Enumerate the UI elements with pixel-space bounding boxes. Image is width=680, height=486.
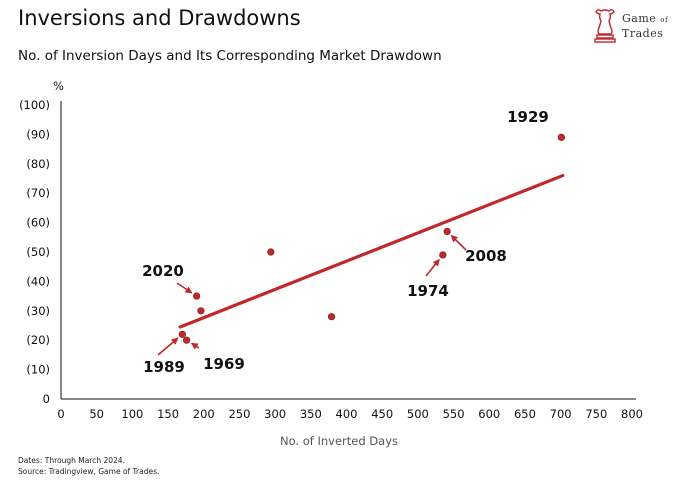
x-tick-label: 500 bbox=[407, 407, 429, 421]
data-point-1974 bbox=[439, 251, 447, 259]
logo-game: Game bbox=[622, 12, 657, 25]
y-tick-label: (50) bbox=[26, 245, 50, 259]
x-tick-label: 0 bbox=[57, 407, 64, 421]
x-tick-label: 300 bbox=[264, 407, 286, 421]
x-tick-label: 700 bbox=[550, 407, 572, 421]
y-tick-label: (40) bbox=[26, 274, 50, 288]
data-points bbox=[178, 133, 565, 344]
y-tick-label: 0 bbox=[43, 392, 50, 406]
y-tick-label: (10) bbox=[26, 363, 50, 377]
logo-trades: Trades bbox=[622, 27, 664, 40]
bull-chess-icon bbox=[594, 9, 616, 43]
x-tick-label: 650 bbox=[514, 407, 536, 421]
y-tick-label: (70) bbox=[26, 186, 50, 200]
data-point-1969 bbox=[183, 336, 191, 344]
data-point-1989 bbox=[178, 330, 186, 338]
annotation-1989: 1989 bbox=[143, 358, 185, 376]
y-tick-label: (60) bbox=[26, 216, 50, 230]
annotation-arrow-2008 bbox=[450, 234, 467, 251]
annotation-2008: 2008 bbox=[465, 247, 507, 265]
logo-text: Game of Trades bbox=[622, 12, 668, 41]
x-tick-label: 750 bbox=[585, 407, 607, 421]
point-annotations: 1989 1969 2020 1974 2008 1929 bbox=[142, 108, 549, 376]
tick-labels: 0 50 100 150 200 250 300 350 400 450 500 550 600 650 7… bbox=[19, 98, 643, 421]
x-tick-label: 50 bbox=[89, 407, 104, 421]
y-tick-label: (100) bbox=[19, 98, 50, 112]
annotation-1969: 1969 bbox=[203, 355, 245, 373]
logo: Game of Trades bbox=[592, 6, 676, 48]
trendline bbox=[178, 173, 565, 329]
x-tick-label: 200 bbox=[193, 407, 215, 421]
x-tick-label: 450 bbox=[371, 407, 393, 421]
y-tick-label: (90) bbox=[26, 127, 50, 141]
chart-subtitle: No. of Inversion Days and Its Correspond… bbox=[18, 48, 442, 64]
annotation-arrow-2020 bbox=[176, 282, 193, 294]
x-tick-label: 150 bbox=[157, 407, 179, 421]
x-tick-label: 600 bbox=[478, 407, 500, 421]
x-tick-label: 550 bbox=[443, 407, 465, 421]
data-point bbox=[267, 248, 275, 256]
y-tick-label: (20) bbox=[26, 333, 50, 347]
annotation-arrow-1974 bbox=[425, 258, 440, 277]
data-point-2008 bbox=[443, 227, 451, 236]
y-tick-label: (30) bbox=[26, 304, 50, 318]
x-axis-label: No. of Inverted Days bbox=[280, 434, 398, 448]
data-point-1929 bbox=[557, 133, 565, 141]
chart-title: Inversions and Drawdowns bbox=[18, 6, 301, 30]
footer-notes: Dates: Through March 2024. Source: Tradi… bbox=[18, 455, 159, 477]
annotation-1974: 1974 bbox=[407, 282, 449, 300]
footer-dates: Dates: Through March 2024. bbox=[18, 456, 125, 465]
x-tick-label: 250 bbox=[228, 407, 250, 421]
footer-source: Source: Tradingview, Game of Trades. bbox=[18, 467, 160, 476]
x-tick-label: 100 bbox=[121, 407, 143, 421]
annotation-arrow-1989 bbox=[157, 337, 179, 356]
data-point bbox=[327, 313, 336, 321]
x-tick-label: 400 bbox=[336, 407, 358, 421]
axes bbox=[60, 101, 636, 400]
logo-of: of bbox=[660, 16, 669, 24]
data-point bbox=[197, 307, 205, 315]
y-tick-label: (80) bbox=[26, 157, 50, 171]
x-tick-label: 800 bbox=[621, 407, 643, 421]
data-point-2020 bbox=[193, 292, 201, 300]
trendline-group bbox=[178, 173, 565, 329]
annotation-1929: 1929 bbox=[507, 108, 549, 126]
annotation-2020: 2020 bbox=[142, 262, 184, 280]
x-tick-label: 350 bbox=[300, 407, 322, 421]
y-axis-label: % bbox=[53, 79, 64, 93]
annotation-arrow-1969 bbox=[190, 342, 200, 350]
